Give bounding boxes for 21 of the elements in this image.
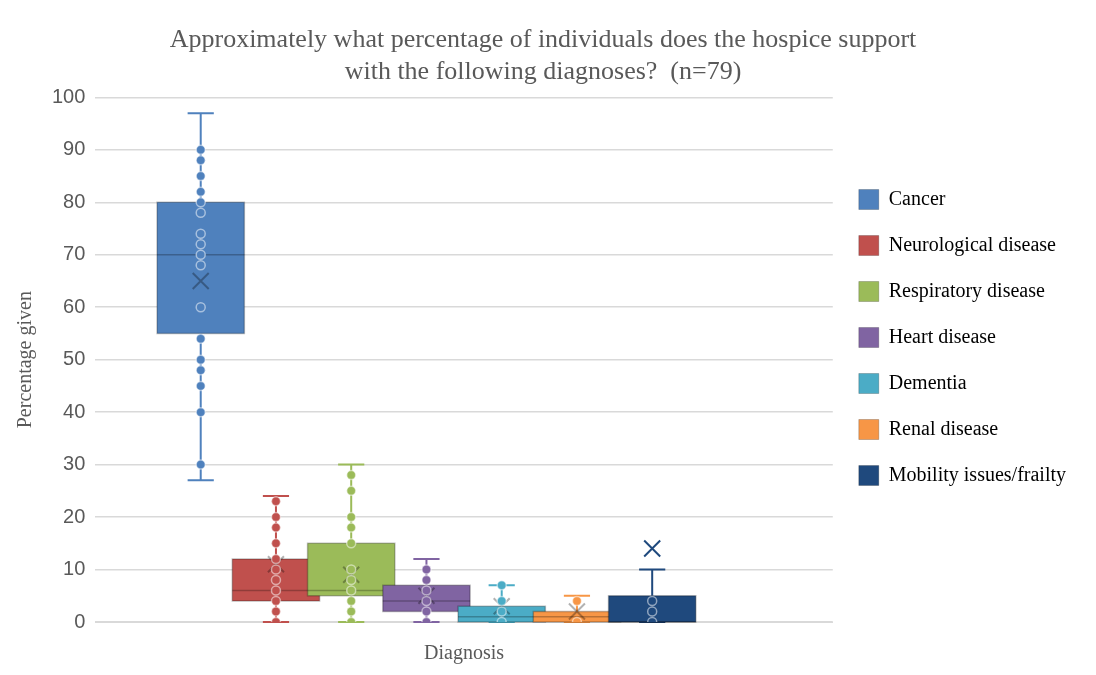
y-tick-label: 50: [63, 347, 86, 370]
x-axis-title: Diagnosis: [424, 641, 505, 665]
y-tick-label: 10: [63, 557, 86, 580]
y-tick-label: 40: [63, 399, 86, 422]
legend-label: Cancer: [888, 186, 946, 209]
legend-label: Respiratory disease: [888, 278, 1045, 302]
y-tick-label: 80: [63, 189, 86, 212]
chart-title: Approximately what percentage of individuals does the hospice support with the following diagnoses? (n=79): [169, 24, 918, 85]
y-axis-title: Percentage given: [13, 291, 37, 429]
legend-label: Neurological disease: [888, 232, 1057, 256]
y-tick-label: 60: [63, 294, 86, 317]
legend-label: Renal disease: [888, 416, 999, 439]
y-tick-label: 30: [63, 452, 86, 475]
y-tick-label: 0: [74, 609, 86, 632]
legend-label: Heart disease: [888, 324, 997, 347]
legend-label: Dementia: [888, 370, 967, 393]
y-tick-label: 100: [51, 84, 86, 107]
y-tick-label: 20: [63, 504, 86, 527]
y-tick-label: 90: [63, 137, 86, 160]
y-tick-label: 70: [63, 242, 86, 265]
legend-label: Mobility issues/frailty: [888, 462, 1066, 486]
